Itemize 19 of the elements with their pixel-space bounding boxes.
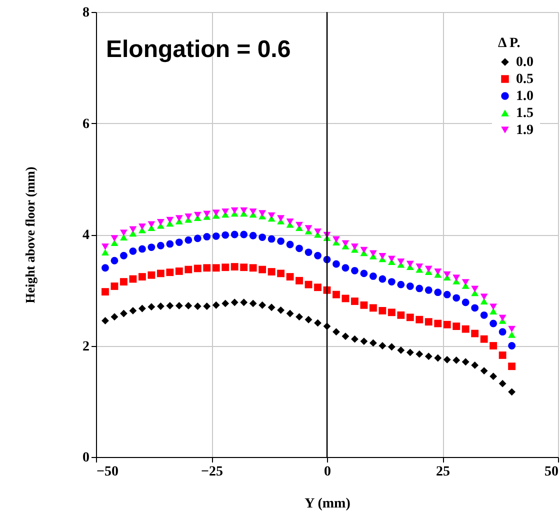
x-tick-label: 50 — [544, 464, 558, 480]
legend-label: 0.0 — [516, 55, 534, 70]
x-tick-label: −25 — [201, 464, 223, 480]
legend-label: 1.0 — [516, 89, 534, 104]
legend-label: 1.9 — [516, 123, 534, 138]
legend-title: Δ P. — [498, 36, 520, 51]
x-tick-label: 25 — [436, 464, 450, 480]
y-axis-title: Height above floor (mm) — [22, 166, 38, 304]
annotation: Elongation = 0.6 — [106, 36, 291, 63]
x-tick-label: 0 — [324, 464, 331, 480]
x-axis-title: Y (mm) — [304, 496, 351, 512]
y-tick-label: 6 — [82, 116, 90, 132]
y-tick-label: 4 — [82, 228, 90, 243]
y-tick-label: 0 — [82, 450, 90, 466]
x-tick-label: −50 — [96, 464, 118, 480]
legend-label: 1.5 — [516, 106, 534, 121]
y-tick-label: 8 — [82, 6, 90, 20]
legend-label: 0.5 — [516, 72, 534, 87]
y-tick-label: 2 — [82, 339, 90, 354]
